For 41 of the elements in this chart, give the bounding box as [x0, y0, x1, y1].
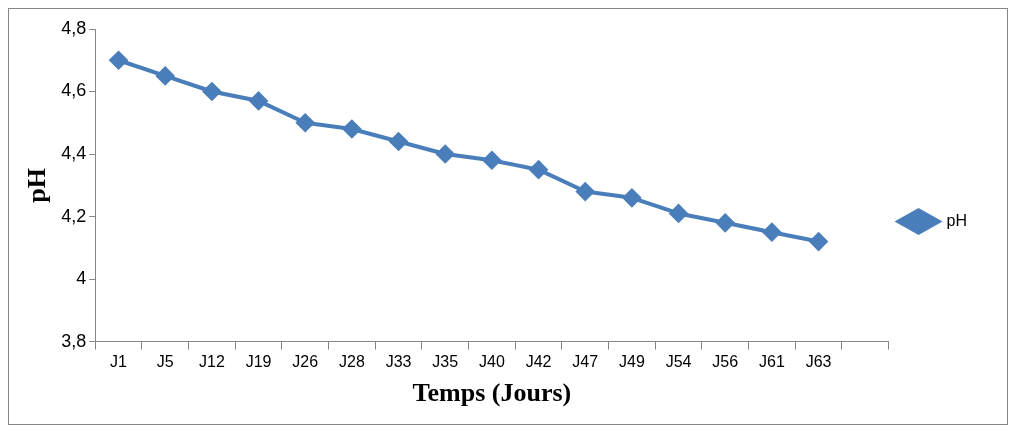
y-tick-label: 4,8: [61, 17, 87, 38]
x-tick-label: J56: [712, 352, 739, 370]
x-tick-label: J12: [198, 352, 225, 370]
point: [482, 151, 501, 170]
x-tick-label: J49: [618, 352, 645, 370]
point: [202, 82, 221, 101]
x-axis-title: Temps (Jours): [412, 378, 572, 408]
point: [109, 51, 128, 70]
point: [669, 204, 688, 223]
y-tick-label: 4,4: [61, 143, 87, 164]
point: [156, 66, 175, 85]
x-tick-label: J33: [385, 352, 412, 370]
legend-label: pH: [946, 211, 967, 229]
point: [576, 182, 595, 201]
point: [809, 232, 828, 251]
point: [529, 160, 548, 179]
x-tick-label: J28: [338, 352, 365, 370]
y-tick-label: 4,6: [61, 80, 87, 101]
x-tick-label: J47: [572, 352, 599, 370]
x-tick-label: J61: [758, 352, 785, 370]
x-tick-label: J40: [478, 352, 505, 370]
x-tick-label: J63: [805, 352, 832, 370]
point: [762, 223, 781, 242]
x-tick-label: J54: [665, 352, 692, 370]
point: [249, 91, 268, 110]
y-tick-label: 4: [76, 268, 87, 289]
point: [389, 132, 408, 151]
point: [716, 213, 735, 232]
y-tick-label: 4,2: [61, 205, 87, 226]
x-tick-label: J35: [432, 352, 459, 370]
point: [296, 113, 315, 132]
point: [622, 188, 641, 207]
point: [436, 145, 455, 164]
x-tick-label: J42: [525, 352, 552, 370]
y-axis-title: pH: [22, 167, 52, 203]
x-tick-label: J19: [245, 352, 272, 370]
x-tick-label: J5: [156, 352, 174, 370]
x-tick-label: J1: [110, 352, 128, 370]
point: [342, 120, 361, 139]
x-tick-label: J26: [292, 352, 319, 370]
y-tick-label: 3,8: [61, 330, 87, 351]
